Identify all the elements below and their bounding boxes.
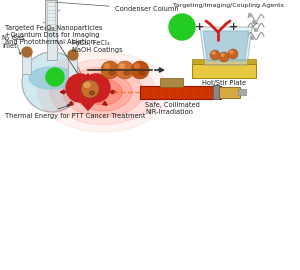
Ellipse shape <box>124 71 130 75</box>
Ellipse shape <box>89 91 94 95</box>
Circle shape <box>22 52 82 112</box>
Polygon shape <box>203 31 249 61</box>
FancyBboxPatch shape <box>45 0 57 30</box>
Circle shape <box>101 61 119 79</box>
Circle shape <box>66 74 94 102</box>
Ellipse shape <box>212 52 215 54</box>
FancyBboxPatch shape <box>238 89 246 95</box>
FancyBboxPatch shape <box>160 77 182 86</box>
FancyBboxPatch shape <box>22 52 31 74</box>
Circle shape <box>82 74 110 102</box>
Text: +: + <box>230 22 238 32</box>
Text: +: + <box>195 22 205 32</box>
Ellipse shape <box>109 71 115 75</box>
Circle shape <box>228 49 238 59</box>
Circle shape <box>46 68 64 86</box>
Ellipse shape <box>38 52 168 132</box>
Circle shape <box>219 52 229 62</box>
Text: Targeting/Imaging/Coupling Agents: Targeting/Imaging/Coupling Agents <box>172 3 284 8</box>
Ellipse shape <box>134 64 140 68</box>
Circle shape <box>169 14 195 40</box>
Circle shape <box>210 50 220 60</box>
Circle shape <box>22 47 32 57</box>
Text: Hot/Stir Plate: Hot/Stir Plate <box>202 80 246 86</box>
FancyBboxPatch shape <box>213 85 219 99</box>
FancyBboxPatch shape <box>68 55 77 77</box>
Polygon shape <box>68 88 108 110</box>
Text: N₂ Gas
Inlet: N₂ Gas Inlet <box>2 35 25 49</box>
Ellipse shape <box>63 67 143 117</box>
FancyBboxPatch shape <box>192 64 256 78</box>
Ellipse shape <box>50 59 155 124</box>
Ellipse shape <box>230 51 233 53</box>
Text: Safe, Collimated
NIR-Irradiation: Safe, Collimated NIR-Irradiation <box>145 102 200 115</box>
Ellipse shape <box>29 67 75 89</box>
Circle shape <box>131 61 149 79</box>
Circle shape <box>68 50 78 60</box>
Ellipse shape <box>84 79 122 105</box>
FancyBboxPatch shape <box>140 86 220 99</box>
Circle shape <box>250 36 254 39</box>
Text: Condenser Column: Condenser Column <box>56 2 178 12</box>
Ellipse shape <box>74 73 132 111</box>
FancyBboxPatch shape <box>192 59 256 64</box>
Ellipse shape <box>104 64 110 68</box>
Ellipse shape <box>221 54 224 56</box>
Text: FeCl₂, FeCl₃
NaOH Coatings: FeCl₂, FeCl₃ NaOH Coatings <box>72 40 123 53</box>
Ellipse shape <box>84 83 90 87</box>
FancyBboxPatch shape <box>218 86 239 97</box>
Circle shape <box>248 14 251 16</box>
Circle shape <box>116 61 134 79</box>
FancyBboxPatch shape <box>47 2 55 28</box>
FancyBboxPatch shape <box>47 30 57 60</box>
Ellipse shape <box>119 64 124 68</box>
Ellipse shape <box>139 71 145 75</box>
Circle shape <box>81 80 99 98</box>
Circle shape <box>254 29 257 32</box>
Text: Targeted Fe₃O₄ Nanoparticles
+Quantum Dots for Imaging
and Photothermal Ablation: Targeted Fe₃O₄ Nanoparticles +Quantum Do… <box>5 25 102 45</box>
Text: Thermal Energy for PTT Cancer Treatment: Thermal Energy for PTT Cancer Treatment <box>5 113 145 119</box>
Circle shape <box>253 21 256 23</box>
Polygon shape <box>200 27 252 65</box>
